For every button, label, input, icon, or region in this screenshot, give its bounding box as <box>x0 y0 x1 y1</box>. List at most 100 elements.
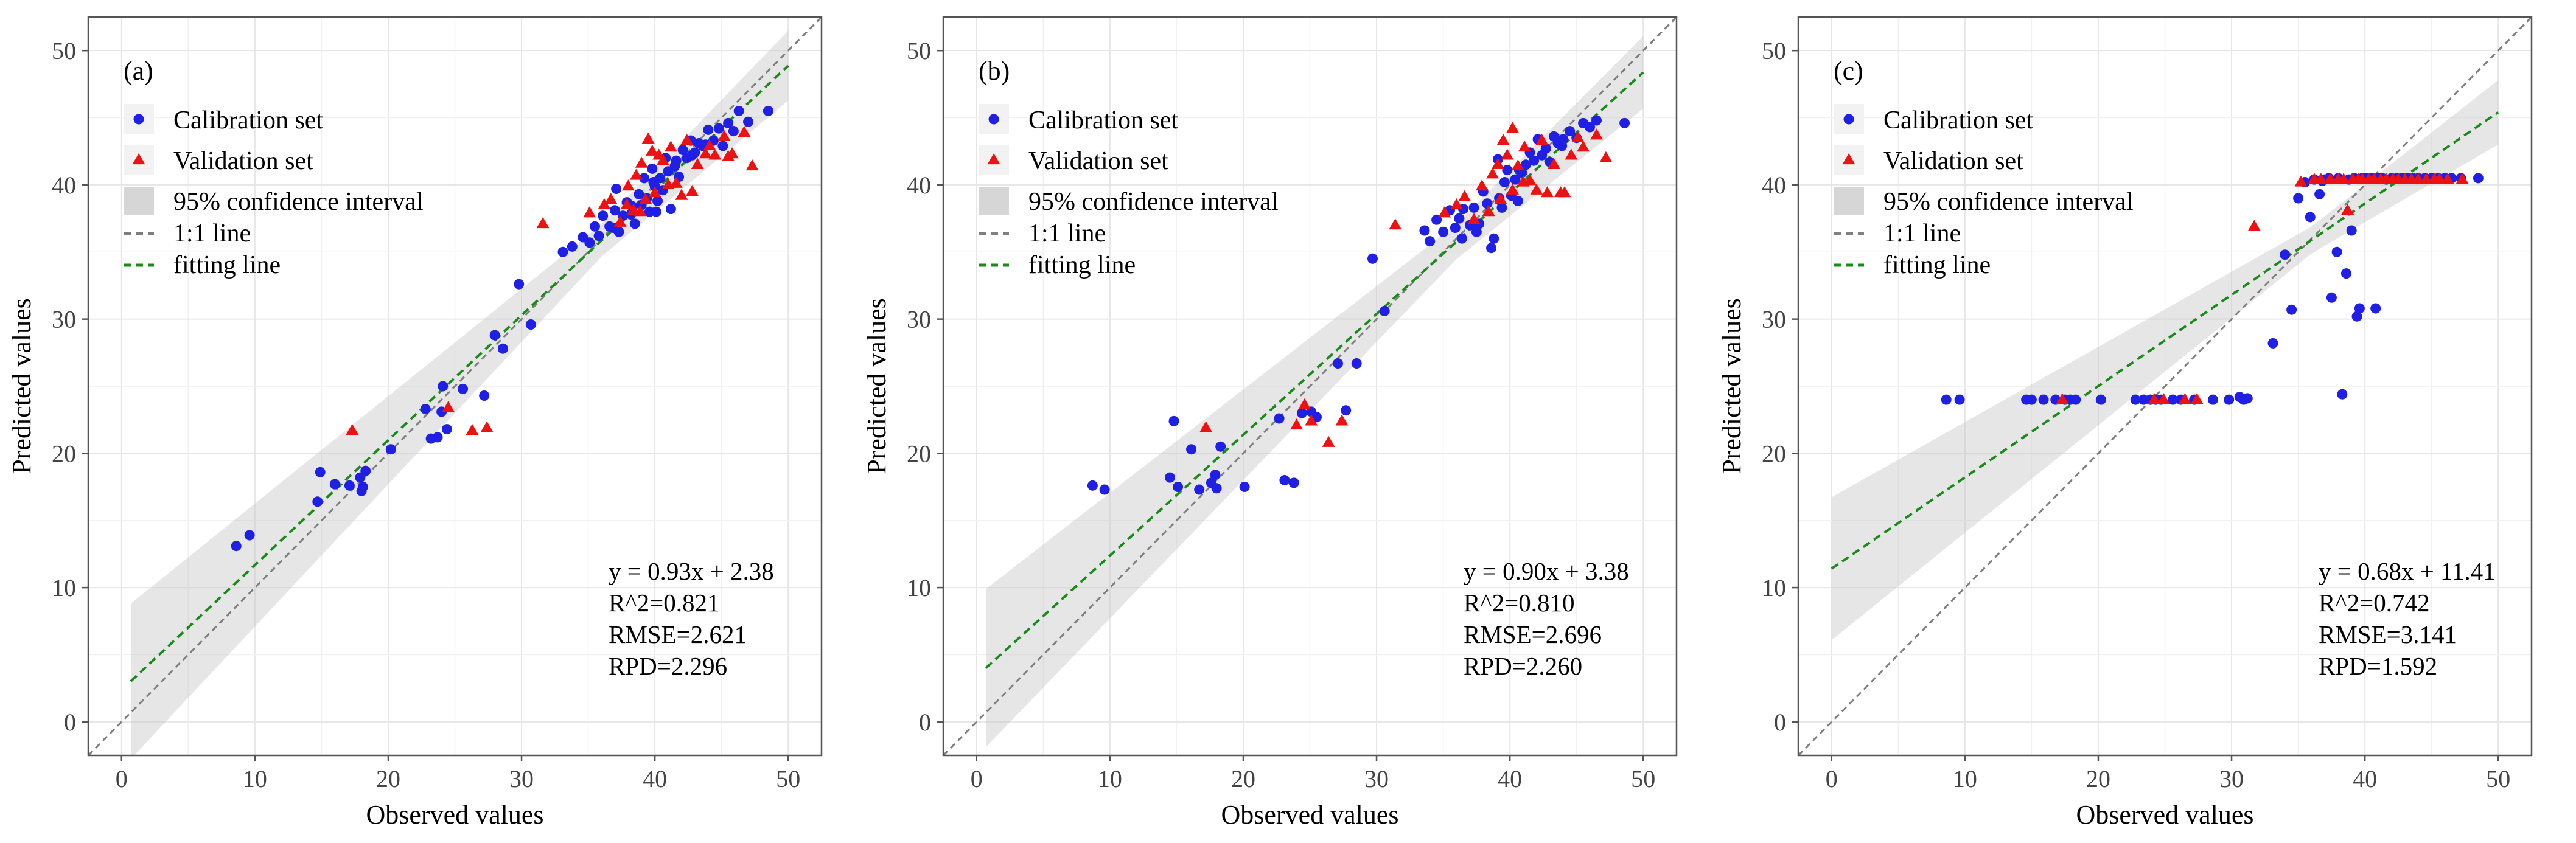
y-axis-title: Predicted values <box>1717 298 1747 474</box>
calibration-point <box>1351 358 1362 369</box>
calibration-point <box>1296 408 1307 418</box>
calibration-point <box>2038 394 2049 405</box>
x-tick-label: 40 <box>643 765 667 793</box>
legend-label-fitting: fitting line <box>1883 251 1991 279</box>
calibration-point <box>629 218 640 229</box>
calibration-point <box>1529 155 1540 166</box>
validation-point <box>2056 393 2069 404</box>
legend-key-validation <box>1842 153 1855 165</box>
y-tick-label: 20 <box>52 440 76 467</box>
legend: Calibration set Validation set 95% confide… <box>979 104 1278 279</box>
plot-frame <box>87 16 823 757</box>
validation-point <box>745 159 759 171</box>
legend-label-ci: 95% confidence interval <box>1883 188 2133 216</box>
validation-point <box>2337 173 2350 184</box>
calibration-point <box>1454 213 1465 224</box>
validation-point <box>1599 151 1613 162</box>
validation-point <box>621 179 635 191</box>
calibration-point <box>2293 193 2304 204</box>
calibration-point <box>1619 117 1630 128</box>
calibration-point <box>1173 482 1184 492</box>
calibration-point <box>231 541 242 552</box>
validation-point <box>583 206 596 218</box>
validation-point <box>1571 131 1585 142</box>
calibration-point <box>703 124 714 135</box>
plot-frame <box>1797 16 2533 757</box>
validation-point <box>1491 158 1504 169</box>
validation-point <box>1298 398 1311 410</box>
x-tick-label: 20 <box>376 765 400 793</box>
calibration-point <box>525 319 536 330</box>
calibration-point <box>634 189 644 199</box>
calibration-point <box>329 479 340 490</box>
validation-point <box>480 421 494 432</box>
calibration-point <box>2331 246 2342 257</box>
calibration-point <box>1087 480 1098 491</box>
validation-point <box>646 144 659 156</box>
validation-point <box>680 134 694 145</box>
y-tick-label: 30 <box>907 306 931 333</box>
y-axis-title: Predicted values <box>862 298 892 474</box>
calibration-point <box>671 155 682 166</box>
calibration-point <box>1341 405 1352 416</box>
validation-point <box>639 193 652 204</box>
calibration-point <box>1512 195 1523 206</box>
series-calibration <box>1087 115 1630 495</box>
confidence-band <box>986 36 1644 748</box>
x-tick-label: 30 <box>509 765 534 793</box>
validation-point <box>2178 393 2191 404</box>
calibration-point <box>2341 268 2351 279</box>
calibration-point <box>2473 173 2484 184</box>
validation-point <box>2412 173 2425 184</box>
y-tick-label: 40 <box>52 172 76 199</box>
y-tick-label: 40 <box>1762 172 1786 199</box>
calibration-point <box>2242 393 2253 404</box>
calibration-point <box>1591 115 1602 126</box>
r-squared: R^2=0.810 <box>1464 589 1574 617</box>
x-tick-label: 10 <box>1953 765 1977 793</box>
x-tick-label: 50 <box>1631 765 1655 793</box>
calibration-point <box>728 126 739 137</box>
validation-point <box>1506 183 1519 195</box>
validation-point <box>1506 122 1519 133</box>
validation-point <box>2441 173 2454 184</box>
validation-point <box>1467 213 1481 224</box>
validation-point <box>1547 158 1560 169</box>
legend-key-ci <box>124 187 154 215</box>
calibration-point <box>677 145 688 155</box>
stats-annotation: y = 0.93x + 2.38 R^2=0.821 RMSE=2.621 RPD=2… <box>609 557 774 680</box>
y-tick-label: 20 <box>907 440 931 467</box>
validation-point <box>2314 173 2328 184</box>
validation-point <box>2294 175 2308 187</box>
calibration-point <box>648 177 659 187</box>
panel-tag: (b) <box>979 56 1010 86</box>
calibration-point <box>479 390 490 401</box>
calibration-point <box>590 221 600 232</box>
validation-point <box>442 401 455 412</box>
x-axis-title: Observed values <box>1221 800 1398 830</box>
legend-key-validation <box>132 153 145 165</box>
legend: Calibration set Validation set 95% confide… <box>1834 104 2133 279</box>
x-tick-label: 50 <box>776 765 800 793</box>
legend-label-validation: Validation set <box>1883 147 2023 175</box>
grid <box>88 17 822 755</box>
calibration-point <box>2305 212 2316 223</box>
calibration-point <box>2354 303 2365 314</box>
plot-frame <box>942 16 1678 757</box>
legend-label-calibration: Calibration set <box>1028 106 1178 134</box>
calibration-point <box>2326 292 2337 303</box>
calibration-point <box>763 106 773 116</box>
validation-point <box>1535 134 1549 145</box>
calibration-point <box>1471 226 1482 237</box>
calibration-point <box>1425 236 1436 247</box>
calibration-point <box>2070 394 2081 405</box>
legend-label-calibration: Calibration set <box>173 106 323 134</box>
calibration-point <box>584 237 595 248</box>
legend-key-validation <box>987 153 1000 165</box>
validation-point <box>661 178 675 190</box>
panel-tag: (a) <box>124 56 153 86</box>
validation-point <box>613 215 627 227</box>
validation-point <box>1475 179 1489 191</box>
calibration-point <box>1486 243 1496 254</box>
legend-key-calibration <box>988 114 999 125</box>
